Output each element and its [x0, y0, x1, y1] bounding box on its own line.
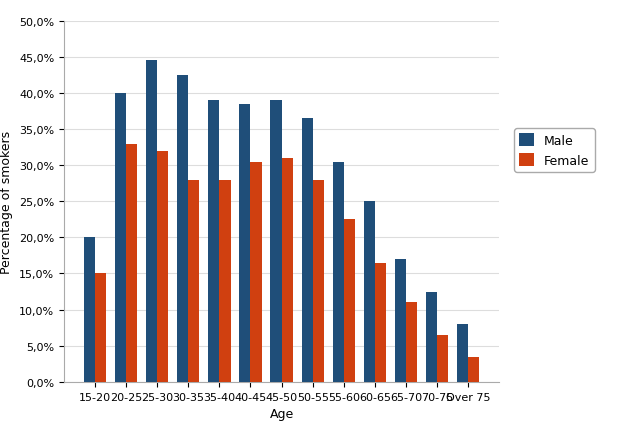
Bar — [333, 162, 344, 382]
Bar — [344, 220, 355, 382]
Bar — [250, 162, 262, 382]
Bar — [313, 180, 324, 382]
Bar — [282, 158, 292, 382]
Bar — [364, 202, 375, 382]
Bar — [239, 105, 250, 382]
Bar — [220, 180, 230, 382]
Bar — [157, 151, 168, 382]
Bar — [115, 94, 126, 382]
Legend: Male, Female: Male, Female — [514, 129, 595, 172]
Bar — [406, 302, 417, 382]
Bar — [271, 101, 282, 382]
Bar — [126, 144, 137, 382]
Bar — [437, 335, 448, 382]
Bar — [375, 263, 386, 382]
Bar — [208, 101, 220, 382]
Bar — [426, 292, 437, 382]
Bar — [395, 260, 406, 382]
Bar — [177, 76, 188, 382]
X-axis label: Age: Age — [269, 407, 294, 420]
Bar — [468, 357, 479, 382]
Y-axis label: Percentage of smokers: Percentage of smokers — [1, 130, 13, 273]
Bar — [84, 238, 95, 382]
Bar — [95, 274, 106, 382]
Bar — [457, 324, 468, 382]
Bar — [301, 119, 313, 382]
Bar — [146, 61, 157, 382]
Bar — [188, 180, 200, 382]
